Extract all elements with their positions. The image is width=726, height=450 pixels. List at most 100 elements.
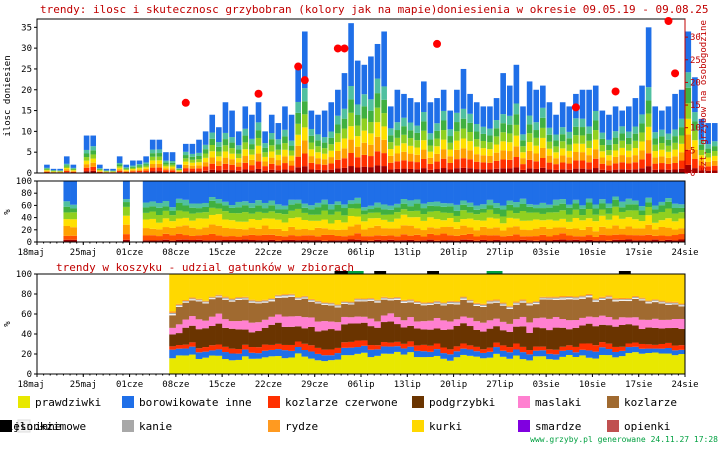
report-bar-segment (487, 169, 493, 173)
basket-segment (446, 304, 454, 322)
report-bar-segment (361, 130, 368, 143)
report-bar-segment (407, 145, 414, 154)
share-segment (618, 234, 626, 240)
share-segment (546, 207, 554, 213)
report-bar-segment (222, 157, 229, 164)
basket-segment (294, 299, 302, 317)
basket-segment (645, 353, 653, 374)
report-bar-segment (348, 112, 354, 127)
x-tick-label: 27lip (486, 380, 513, 390)
report-bar (533, 89, 540, 123)
report-bar-segment (566, 144, 573, 151)
basket-segment (618, 299, 626, 300)
basket-segment (268, 344, 276, 350)
share-segment (460, 219, 468, 226)
basket-segment (420, 302, 428, 304)
share-segment (407, 235, 415, 240)
basket-segment (453, 302, 461, 304)
report-bar-segment (612, 137, 619, 145)
basket-segment (572, 320, 580, 328)
basket-segment (294, 347, 302, 354)
report-bar-segment (149, 160, 156, 165)
report-bar-segment (255, 161, 262, 169)
report-bar-segment (659, 129, 665, 137)
basket-segment (658, 303, 666, 320)
report-bar-segment (526, 133, 533, 143)
report-bar-segment (407, 130, 414, 139)
y-tick-label: 80 (21, 290, 32, 300)
share-segment (665, 198, 673, 202)
report-bar-segment (282, 149, 288, 157)
share-segment (222, 211, 230, 220)
share-segment (433, 240, 441, 242)
share-segment (175, 239, 183, 242)
report-bar (301, 31, 308, 89)
share-segment (394, 203, 401, 208)
report-bar-segment (328, 163, 335, 170)
share-segment (189, 240, 196, 242)
share-segment (142, 219, 150, 229)
footer-credit: www.grzyby.pl generowane 24.11.27 17:28 (530, 435, 718, 444)
basket-segment (499, 345, 507, 351)
basket-segment (605, 325, 613, 344)
report-bar-segment (553, 164, 559, 170)
legend-inne-label: inne (35, 420, 62, 433)
basket-segment (420, 351, 428, 358)
basket-segment (427, 302, 435, 304)
basket-segment (341, 274, 349, 302)
share-segment (261, 218, 269, 226)
report-bar (665, 106, 672, 134)
report-bar-segment (63, 169, 70, 171)
share-segment (678, 181, 686, 205)
share-segment (565, 221, 573, 229)
share-segment (63, 235, 71, 240)
success-rate-point (433, 39, 442, 48)
share-segment (367, 240, 375, 242)
basket-segment (195, 300, 203, 302)
report-bar-segment (143, 168, 149, 171)
share-segment (361, 207, 368, 211)
basket-segment (460, 297, 468, 299)
basket-segment (413, 301, 421, 303)
share-segment (645, 181, 653, 198)
report-bar-segment (500, 132, 506, 142)
basket-segment (519, 326, 527, 347)
report-bar-segment (493, 120, 500, 129)
basket-segment (182, 319, 190, 328)
share-segment (612, 234, 620, 240)
basket-segment (579, 296, 587, 298)
share-segment (347, 239, 355, 242)
basket-segment (169, 315, 177, 328)
share-segment (308, 220, 316, 231)
share-segment (446, 212, 454, 219)
share-segment (122, 215, 130, 225)
report-bar-segment (394, 122, 401, 131)
report-bar-segment (341, 158, 348, 168)
share-segment (268, 239, 276, 242)
share-segment (506, 227, 514, 236)
season-marker (334, 271, 351, 274)
report-bar-segment (447, 142, 454, 150)
share-segment (625, 198, 633, 205)
share-segment (162, 239, 170, 242)
share-segment (513, 202, 520, 208)
share-segment (579, 215, 587, 221)
report-bar-segment (460, 148, 467, 159)
basket-segment (387, 300, 395, 314)
basket-segment (480, 305, 487, 307)
share-segment (645, 224, 653, 235)
share-segment (394, 212, 401, 219)
share-segment (493, 207, 501, 214)
basket-segment (281, 294, 289, 296)
report-bar-segment (321, 159, 328, 165)
share-segment (175, 198, 183, 203)
report-bar-segment (242, 142, 249, 150)
report-bar-segment (262, 152, 268, 157)
share-segment (612, 181, 620, 197)
basket-segment (255, 353, 263, 359)
basket-segment (632, 352, 640, 374)
basket-segment (446, 300, 454, 302)
report-bar-segment (176, 171, 182, 173)
basket-segment (446, 301, 454, 304)
basket-segment (222, 352, 230, 360)
